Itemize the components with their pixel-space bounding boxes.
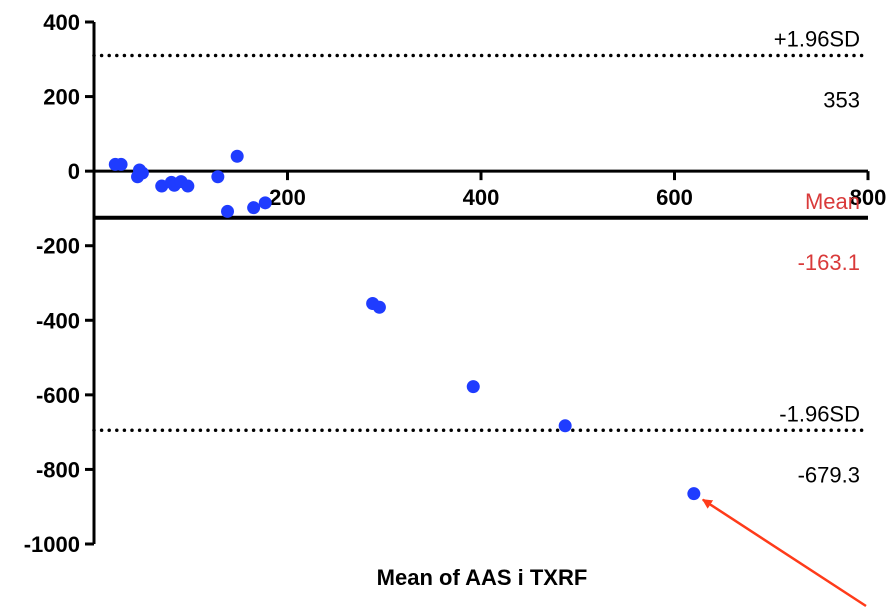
data-point: [258, 196, 272, 210]
data-point: [558, 419, 572, 433]
data-points: [108, 149, 701, 501]
reference-line-name: Mean: [805, 189, 860, 214]
y-tick-label: -400: [36, 308, 80, 333]
y-tick-label: -1000: [24, 532, 80, 557]
reference-line-value: 353: [823, 88, 860, 113]
data-point: [221, 204, 235, 218]
data-point: [372, 300, 386, 314]
data-point: [114, 157, 128, 171]
data-point: [211, 170, 225, 184]
data-point: [230, 149, 244, 163]
x-tick-label: 200: [269, 185, 306, 210]
reference-line-name: -1.96SD: [779, 401, 860, 426]
x-axis-label: Mean of AAS i TXRF: [377, 565, 588, 590]
data-point: [181, 179, 195, 193]
y-tick-label: -200: [36, 234, 80, 259]
y-tick-label: 0: [68, 159, 80, 184]
y-tick-label: -600: [36, 383, 80, 408]
data-point: [247, 201, 261, 215]
reference-line-value: -163.1: [798, 250, 860, 275]
y-tick-label: 200: [43, 85, 80, 110]
axes: 400 200 0 -200 -400 -600 -800 -1000 200 400 600 800: [24, 10, 887, 557]
y-tick-label: -800: [36, 457, 80, 482]
data-point: [466, 380, 480, 394]
y-tick-label: 400: [43, 10, 80, 35]
reference-line-value: -679.3: [798, 462, 860, 487]
x-tick-label: 600: [656, 185, 693, 210]
x-tick-label: 800: [850, 185, 887, 210]
labels: +1.96SD 353 Mean -163.1 -1.96SD -679.3: [702, 27, 867, 608]
data-point: [135, 166, 149, 180]
x-tick-label: 400: [463, 185, 500, 210]
annotation-arrow: [702, 498, 867, 608]
reference-lines: [92, 53, 870, 433]
reference-line-name: +1.96SD: [774, 27, 860, 52]
data-point: [687, 487, 701, 501]
